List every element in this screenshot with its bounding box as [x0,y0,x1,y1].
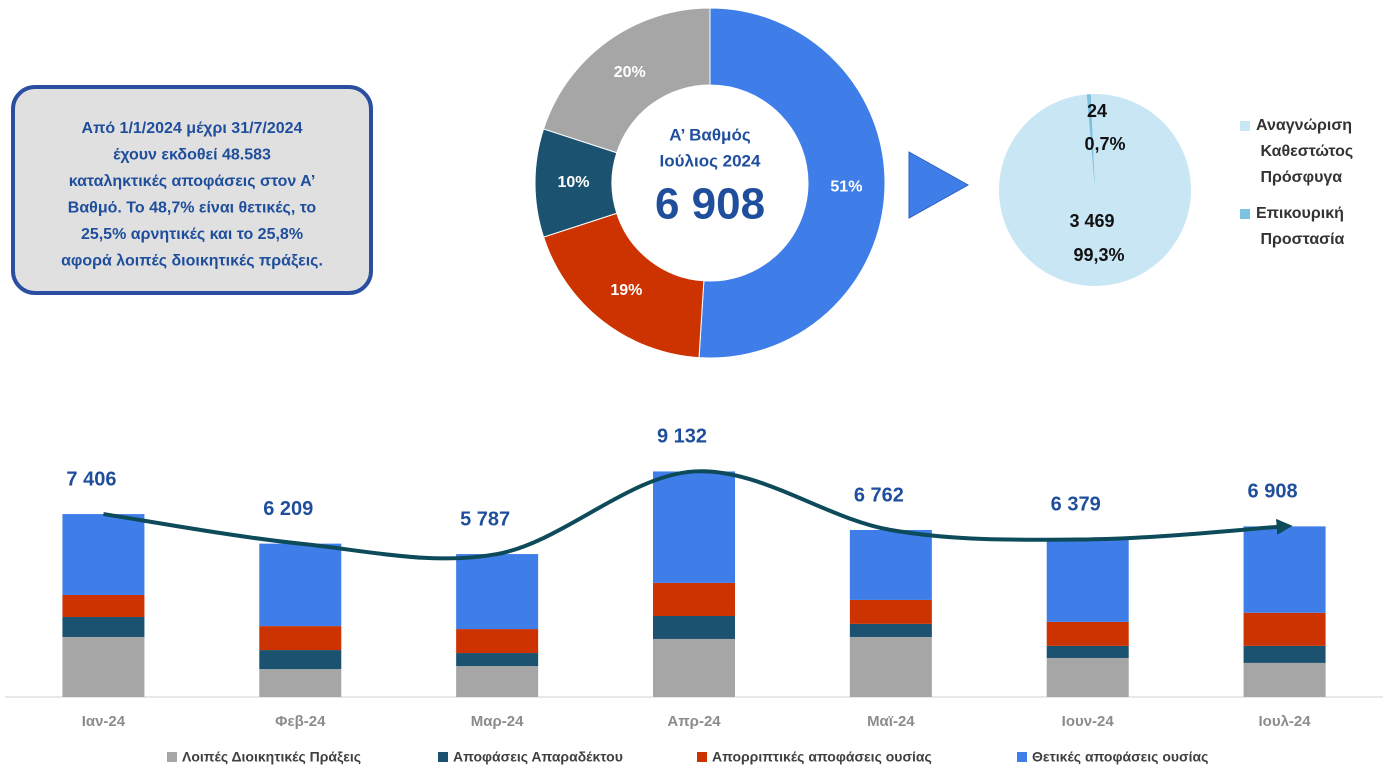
donut-segment [698,7,886,359]
legend-label: Αποφάσεις Απαραδέκτου [453,749,623,765]
bar-segment [1243,526,1326,613]
segment-label: 20% [614,64,646,81]
bar-segment [653,471,735,583]
note-line: έχουν εκδοθεί 48.583 [113,147,271,164]
donut-title: Α’ Βαθμός [669,125,751,144]
bar-segment [62,636,145,697]
legend-label: Απορριπτικές αποφάσεις ουσίας [712,749,932,765]
bar-segment [259,626,342,651]
legend-swatch [697,752,707,762]
bar-segment [849,529,932,600]
note-line: Από 1/1/2024 μέχρι 31/7/2024 [82,120,303,137]
bar-segment [653,638,735,697]
total-label: 7 406 [66,468,116,490]
bar-segment [653,582,735,616]
pie-percent: 99,3% [1073,245,1124,265]
bar-segment [849,636,932,697]
arrow-shape [908,151,970,219]
x-tick-label: Ιαν-24 [82,713,126,730]
bar-segment [62,594,145,617]
bar-segment [1243,645,1326,663]
total-label: 6 762 [854,484,904,506]
total-label: 6 209 [263,498,313,520]
bar-segment [1046,621,1129,646]
bar-segment [259,543,342,627]
note-line: Βαθμό. Το 48,7% είναι θετικές, το [68,200,317,217]
bar-segment [62,514,145,595]
legend-swatch [167,752,177,762]
note-line: 25,5% αρνητικές και το 25,8% [81,226,303,243]
total-label: 9 132 [657,426,707,448]
total-label: 6 908 [1248,481,1298,503]
donut-center-value: 6 908 [655,180,765,229]
pie-value: 24 [1087,101,1107,121]
legend-label: Θετικές αποφάσεις ουσίας [1032,749,1208,765]
segment-label: 19% [610,282,642,299]
trend-line [103,469,1293,561]
legend-label: Αναγνώριση Καθεστώτος Πρόσφυγα [1256,117,1353,186]
bar-segment [849,599,932,624]
bar-segment [259,650,342,670]
bar-segment [849,623,932,637]
bar-segment [1243,612,1326,646]
bar-segment [62,616,145,637]
note-line: καταληκτικές αποφάσεις στον Α’ [69,173,316,190]
bar-segment [456,653,539,667]
x-tick-label: Φεβ-24 [275,713,326,730]
note-box [11,85,373,295]
x-tick-label: Μαϊ-24 [867,713,915,730]
pie-percent: 0,7% [1084,134,1125,154]
x-tick-label: Ιουν-24 [1062,713,1115,730]
pie-value: 3 469 [1069,211,1114,231]
note-line: αφορά λοιπές διοικητικές πράξεις. [61,253,323,270]
x-tick-label: Ιουλ-24 [1259,713,1312,730]
bar-segment [1046,657,1129,697]
legend-label: Λοιπές Διοικητικές Πράξεις [182,749,361,765]
bar-segment [259,669,342,697]
pie-slice [998,94,1191,287]
total-label: 5 787 [460,508,510,530]
donut-subtitle: Ιούλιος 2024 [660,151,761,170]
bar-segment [1046,539,1129,622]
bar-segment [653,615,735,639]
segment-label: 10% [557,174,589,191]
bar-segment [456,554,539,630]
legend-swatch [438,752,448,762]
segment-label: 51% [830,179,862,196]
legend-swatch [1240,209,1250,219]
total-label: 6 379 [1051,494,1101,516]
bar-segment [456,666,539,697]
legend-swatch [1240,121,1250,131]
bar-segment [456,629,539,654]
bar-segment [1243,662,1326,697]
pie-slice [1086,94,1095,190]
x-tick-label: Απρ-24 [667,713,721,730]
bar-segment [1046,645,1129,658]
x-tick-label: Μαρ-24 [471,713,524,730]
legend-label: Επικουρική Προστασία [1256,205,1345,248]
donut-segment [542,7,711,154]
legend-swatch [1017,752,1027,762]
